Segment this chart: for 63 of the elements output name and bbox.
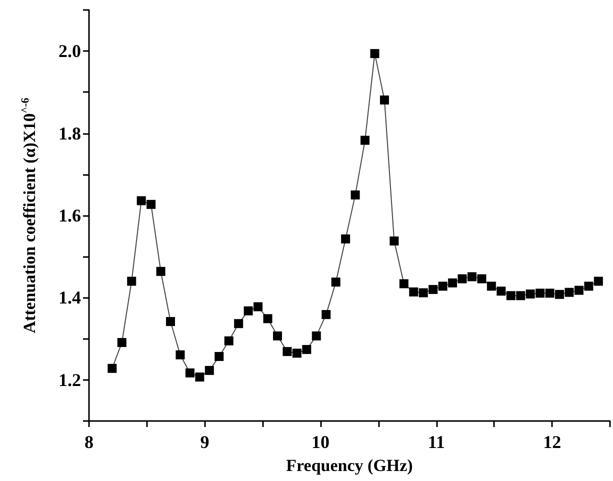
y-tick-label: 1.4 xyxy=(58,288,81,308)
point xyxy=(409,287,418,296)
point xyxy=(390,236,399,246)
point xyxy=(438,282,448,291)
point xyxy=(117,338,126,347)
point xyxy=(146,200,156,209)
point xyxy=(302,344,312,354)
point xyxy=(108,364,117,373)
point xyxy=(506,291,516,300)
point xyxy=(584,282,594,291)
point xyxy=(322,310,331,320)
point xyxy=(380,96,389,105)
point xyxy=(185,368,194,378)
point xyxy=(526,290,535,298)
point xyxy=(350,190,360,200)
y-tick-label: 1.8 xyxy=(58,123,81,144)
point xyxy=(564,288,574,297)
point xyxy=(204,366,214,375)
y-tick-label: 1.6 xyxy=(58,206,81,226)
point xyxy=(428,284,438,294)
point xyxy=(176,350,185,360)
point xyxy=(555,290,564,299)
point xyxy=(312,331,321,340)
point xyxy=(234,319,244,328)
point xyxy=(292,348,302,358)
point xyxy=(458,274,467,284)
point xyxy=(496,286,506,296)
x-tick-label: 12 xyxy=(543,432,562,452)
x-tick-label: 10 xyxy=(312,432,330,452)
y-axis-title: Attenuation coefficient (α)X10^-6 xyxy=(20,97,39,334)
point xyxy=(418,288,428,298)
point xyxy=(486,282,496,291)
point xyxy=(467,272,476,282)
point xyxy=(166,317,176,326)
point xyxy=(272,331,282,340)
point xyxy=(254,302,263,312)
x-tick-label: 9 xyxy=(200,432,210,452)
point xyxy=(341,234,350,244)
point xyxy=(545,288,554,298)
point xyxy=(516,291,526,300)
point xyxy=(224,336,234,346)
point xyxy=(360,136,370,145)
x-axis-title: Frequency (GHz) xyxy=(286,456,413,475)
point xyxy=(536,288,545,298)
y-tick-label: 1.2 xyxy=(58,370,81,390)
point xyxy=(214,352,224,361)
point xyxy=(195,372,204,382)
point xyxy=(127,276,136,286)
y-tick-label: 2.0 xyxy=(58,41,81,62)
point xyxy=(399,279,408,288)
point xyxy=(331,278,340,287)
point xyxy=(594,276,603,286)
point xyxy=(136,196,146,206)
x-tick-label: 11 xyxy=(428,432,445,452)
point xyxy=(282,347,292,356)
point xyxy=(263,314,272,324)
point xyxy=(574,286,584,295)
point xyxy=(448,278,458,288)
point xyxy=(370,49,380,58)
point xyxy=(477,274,486,284)
x-tick-label: 8 xyxy=(84,432,94,452)
point xyxy=(156,266,166,276)
point xyxy=(244,306,253,316)
